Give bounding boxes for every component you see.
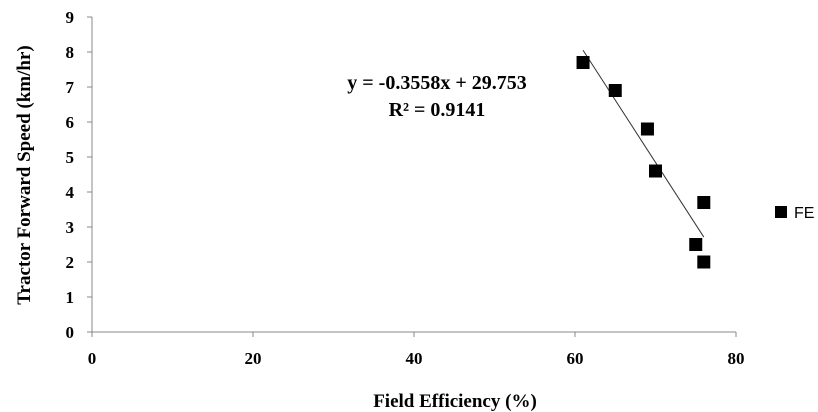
- y-tick-label: 9: [66, 8, 75, 27]
- x-axis-title: Field Efficiency (%): [373, 391, 537, 412]
- x-tick-label: 40: [406, 349, 423, 368]
- data-point: [576, 56, 590, 69]
- trendline-equation: y = -0.3558x + 29.753: [347, 72, 526, 94]
- y-axis-title: Tractor Forward Speed (km/hr): [14, 45, 35, 304]
- x-tick-label: 20: [245, 349, 262, 368]
- y-tick-label: 8: [66, 43, 75, 62]
- y-tick-labels: 0 1 2 3 4 5 6 7 8 9: [66, 8, 75, 342]
- legend-marker-fe: [775, 206, 787, 218]
- y-tick-label: 2: [66, 253, 75, 272]
- legend-label-fe: FE: [794, 205, 814, 222]
- y-tick-marks: [87, 16, 92, 333]
- data-point: [697, 255, 711, 269]
- x-tick-label: 60: [567, 349, 584, 368]
- data-point: [608, 84, 622, 97]
- x-tick-label: 80: [728, 349, 745, 368]
- y-tick-label: 7: [66, 78, 75, 97]
- data-points: [576, 56, 711, 269]
- x-tick-labels: 0 20 40 60 80: [88, 349, 745, 368]
- x-tick-marks: [91, 332, 737, 337]
- r-squared-label: R² = 0.9141: [389, 99, 486, 121]
- y-tick-label: 0: [66, 323, 75, 342]
- y-tick-label: 4: [66, 183, 75, 202]
- x-tick-label: 0: [88, 349, 97, 368]
- trendline: [582, 50, 705, 238]
- y-tick-label: 6: [66, 113, 75, 132]
- y-tick-label: 1: [66, 288, 75, 307]
- data-point: [697, 196, 711, 209]
- y-tick-label: 3: [66, 218, 75, 237]
- data-point: [640, 122, 654, 136]
- data-point: [649, 164, 662, 178]
- data-point: [689, 238, 703, 251]
- y-tick-label: 5: [66, 148, 75, 167]
